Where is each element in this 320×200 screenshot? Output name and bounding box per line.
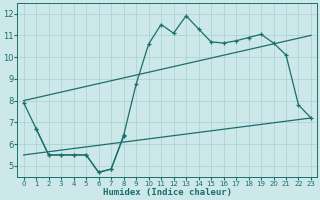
X-axis label: Humidex (Indice chaleur): Humidex (Indice chaleur) [103,188,232,197]
